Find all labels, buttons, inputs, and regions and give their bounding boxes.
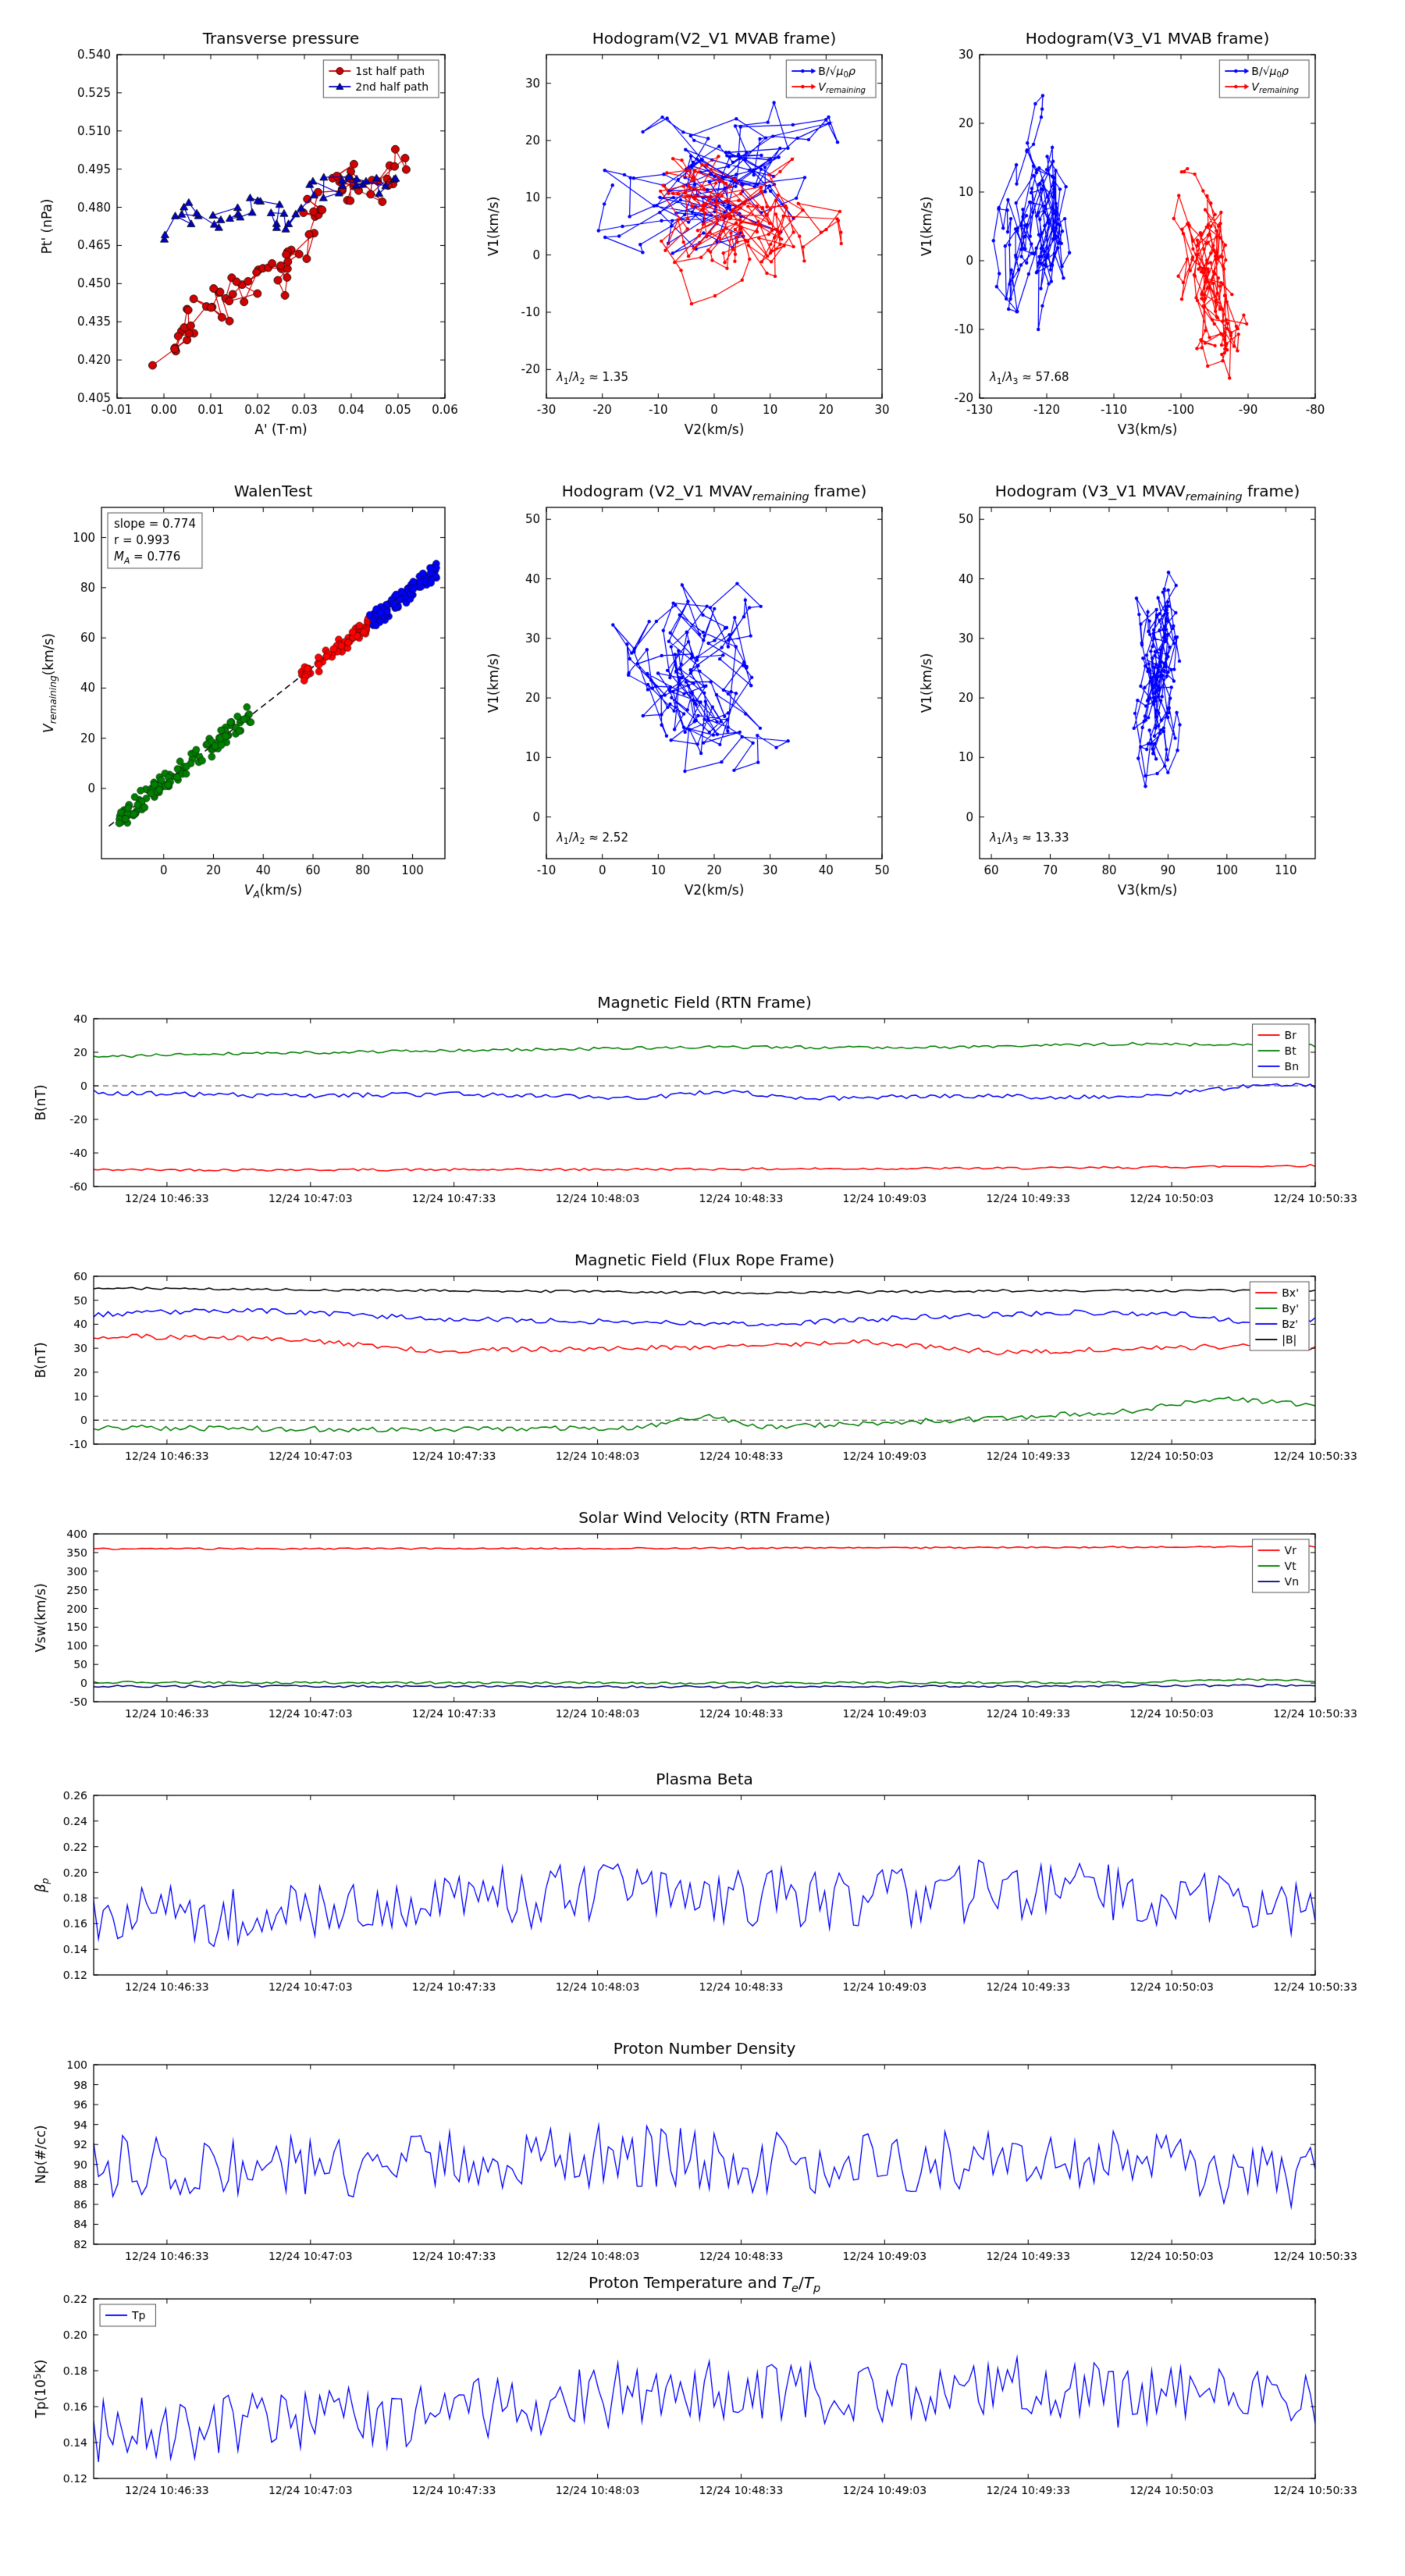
panel-walen-test bbox=[20, 470, 500, 907]
panel-plasma-beta bbox=[12, 1758, 1370, 2023]
panel-magnetic-field-flux-rope bbox=[12, 1239, 1370, 1493]
panel-transverse-pressure bbox=[35, 17, 500, 447]
panel-hodogram-v2v1-mvav bbox=[464, 470, 937, 907]
panel-proton-temperature bbox=[12, 2261, 1370, 2527]
panel-hodogram-v3v1-mvab bbox=[898, 17, 1370, 447]
panel-magnetic-field-rtn bbox=[12, 981, 1370, 1235]
panel-solar-wind-velocity bbox=[12, 1496, 1370, 1750]
panel-hodogram-v2v1-mvab bbox=[464, 17, 937, 447]
panel-hodogram-v3v1-mvav bbox=[898, 470, 1370, 907]
panel-proton-number-density bbox=[12, 2027, 1370, 2293]
